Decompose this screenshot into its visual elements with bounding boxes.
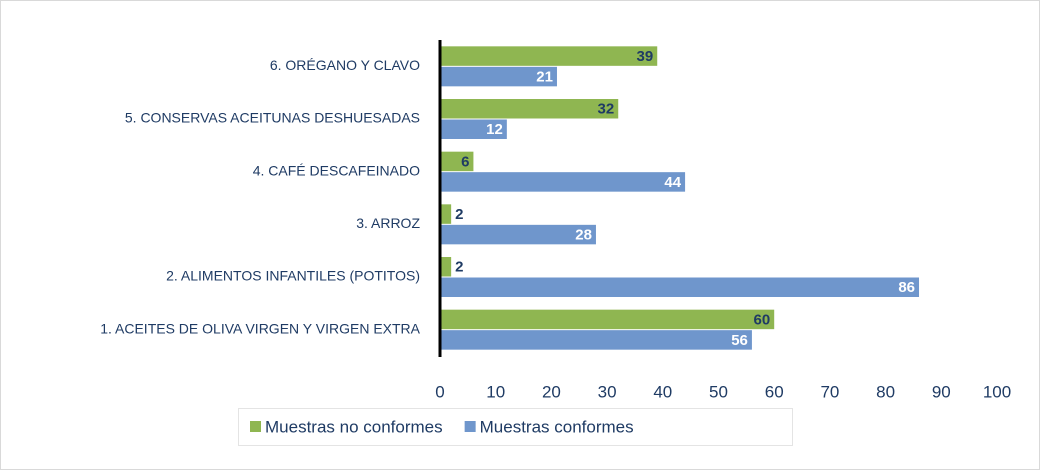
x-tick-label: 70 (820, 382, 839, 401)
x-tick-label: 50 (709, 382, 728, 401)
data-label: 44 (664, 174, 681, 191)
x-tick-label: 80 (876, 382, 895, 401)
data-label: 28 (575, 227, 592, 244)
y-tick-label: 4. CAFÉ DESCAFEINADO (253, 162, 420, 178)
x-tick-label: 100 (983, 382, 1011, 401)
legend-swatch (464, 421, 476, 432)
x-tick-label: 0 (435, 382, 444, 401)
bar (440, 204, 452, 224)
data-label: 32 (598, 101, 615, 118)
legend-label: Muestras no conformes (265, 417, 443, 436)
data-label: 6 (461, 153, 469, 170)
bar (440, 119, 507, 139)
x-tick-label: 30 (598, 382, 617, 401)
bar (440, 330, 752, 350)
data-label: 21 (536, 69, 553, 86)
data-label: 12 (486, 121, 503, 138)
legend-swatch (250, 421, 261, 432)
bar (440, 172, 686, 192)
bar (440, 46, 658, 66)
legend-label: Muestras conformes (480, 417, 634, 436)
x-tick-label: 40 (653, 382, 672, 401)
y-tick-label: 5. CONSERVAS ACEITUNAS DESHUESADAS (125, 110, 420, 126)
data-label: 60 (754, 311, 771, 328)
y-tick-label: 2. ALIMENTOS INFANTILES (POTITOS) (166, 268, 420, 284)
x-tick-label: 90 (932, 382, 951, 401)
y-tick-label: 1. ACEITES DE OLIVA VIRGEN Y VIRGEN EXTR… (100, 320, 420, 336)
bar (440, 224, 596, 245)
bar (440, 151, 474, 172)
data-label: 86 (898, 279, 915, 296)
data-label: 39 (637, 48, 654, 65)
bar (440, 66, 557, 87)
data-label: 56 (731, 332, 748, 349)
bar (440, 257, 452, 277)
x-tick-label: 10 (486, 382, 505, 401)
x-tick-label: 60 (765, 382, 784, 401)
legend-box (238, 408, 793, 446)
bar (440, 277, 920, 297)
y-tick-label: 6. ORÉGANO Y CLAVO (270, 57, 420, 73)
bar (440, 99, 619, 119)
data-label: 2 (455, 259, 463, 276)
y-tick-label: 3. ARROZ (356, 215, 420, 231)
bar (440, 309, 775, 330)
x-tick-label: 20 (542, 382, 561, 401)
data-label: 2 (455, 206, 463, 223)
